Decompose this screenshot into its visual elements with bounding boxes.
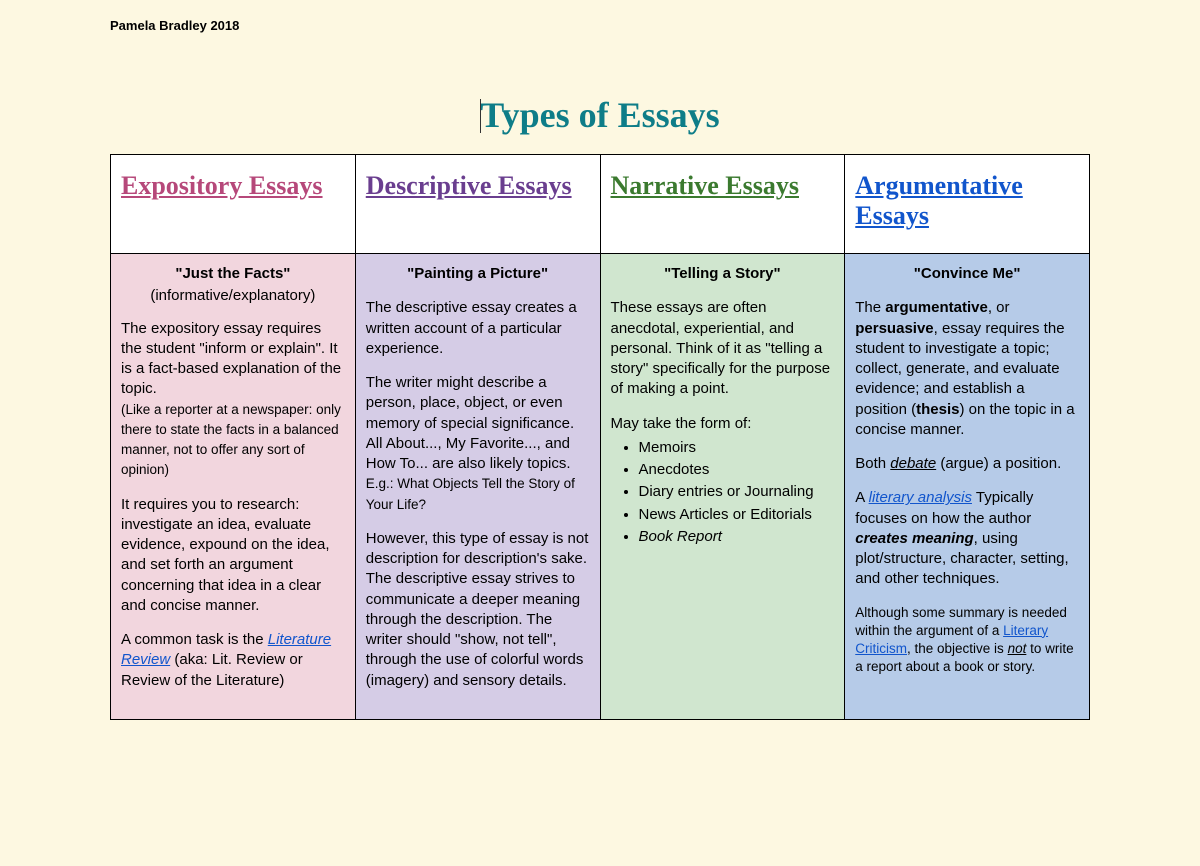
literary-analysis-link[interactable]: literary analysis xyxy=(869,489,972,506)
descriptive-tagline: "Painting a Picture" xyxy=(366,264,590,284)
table-body-row: "Just the Facts" (informative/explanator… xyxy=(111,254,1090,720)
list-item: Memoirs xyxy=(639,438,835,458)
header-cell-expository: Expository Essays xyxy=(111,155,356,254)
header-cell-descriptive: Descriptive Essays xyxy=(355,155,600,254)
list-item: News Articles or Editorials xyxy=(639,505,835,525)
expository-p3: A common task is the Literature Review (… xyxy=(121,630,345,691)
argumentative-p4: Although some summary is needed within t… xyxy=(855,604,1079,677)
argumentative-p1: The argumentative, or persuasive, essay … xyxy=(855,298,1079,440)
descriptive-p3: However, this type of essay is not descr… xyxy=(366,529,590,691)
table-header-row: Expository Essays Descriptive Essays Nar… xyxy=(111,155,1090,254)
expository-p1: The expository essay requires the studen… xyxy=(121,319,345,481)
expository-tagline: "Just the Facts" xyxy=(121,264,345,284)
essay-types-table: Expository Essays Descriptive Essays Nar… xyxy=(110,154,1090,720)
list-item: Book Report xyxy=(639,527,835,547)
argumentative-tagline: "Convince Me" xyxy=(855,264,1079,284)
narrative-tagline: "Telling a Story" xyxy=(611,264,835,284)
author-label: Pamela Bradley 2018 xyxy=(0,10,1200,33)
body-cell-expository: "Just the Facts" (informative/explanator… xyxy=(111,254,356,720)
narrative-forms-label: May take the form of: xyxy=(611,414,835,434)
list-item: Diary entries or Journaling xyxy=(639,482,835,502)
expository-note: (Like a reporter at a newspaper: only th… xyxy=(121,402,341,478)
expository-subtag: (informative/explanatory) xyxy=(121,286,345,306)
expository-link[interactable]: Expository Essays xyxy=(121,171,323,200)
header-cell-narrative: Narrative Essays xyxy=(600,155,845,254)
title-text: Types of Essays xyxy=(480,95,719,135)
argumentative-link[interactable]: Argumentative Essays xyxy=(855,171,1023,230)
argumentative-p2: Both debate (argue) a position. xyxy=(855,454,1079,474)
argumentative-p3: A literary analysis Typically focuses on… xyxy=(855,488,1079,589)
body-cell-descriptive: "Painting a Picture" The descriptive ess… xyxy=(355,254,600,720)
document-page: Pamela Bradley 2018 Types of Essays Expo… xyxy=(0,0,1200,750)
descriptive-link[interactable]: Descriptive Essays xyxy=(366,171,572,200)
body-cell-argumentative: "Convince Me" The argumentative, or pers… xyxy=(845,254,1090,720)
narrative-link[interactable]: Narrative Essays xyxy=(611,171,799,200)
narrative-p1: These essays are often anecdotal, experi… xyxy=(611,298,835,399)
body-cell-narrative: "Telling a Story" These essays are often… xyxy=(600,254,845,720)
page-title: Types of Essays xyxy=(0,93,1200,136)
list-item: Anecdotes xyxy=(639,460,835,480)
narrative-forms-list: Memoirs Anecdotes Diary entries or Journ… xyxy=(611,438,835,547)
text-cursor xyxy=(480,99,481,133)
descriptive-p2: The writer might describe a person, plac… xyxy=(366,373,590,515)
expository-p2: It requires you to research: investigate… xyxy=(121,495,345,617)
descriptive-p1: The descriptive essay creates a written … xyxy=(366,298,590,359)
header-cell-argumentative: Argumentative Essays xyxy=(845,155,1090,254)
